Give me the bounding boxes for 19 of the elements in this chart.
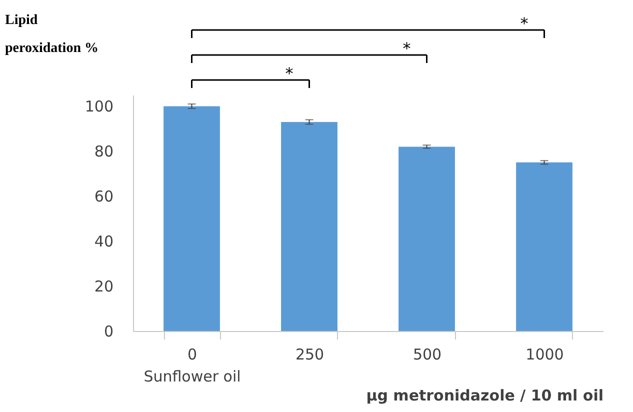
y-tick-label: 20 <box>94 278 114 296</box>
text: * <box>285 64 294 83</box>
x-tick-label: 500 <box>412 346 442 364</box>
bar <box>398 146 455 331</box>
text: * <box>402 39 411 58</box>
y-tick-label: 0 <box>104 322 114 340</box>
x-tick-label: 0 Sunflower oil <box>144 346 241 386</box>
text: * <box>520 14 528 33</box>
y-tick-label: 60 <box>94 188 114 206</box>
bar <box>281 122 338 331</box>
y-tick-label: 100 <box>84 98 114 116</box>
bar <box>164 106 220 331</box>
x-axis-title: μg metronidazole / 10 ml oil <box>366 386 604 404</box>
x-tick-label: 1000 <box>526 346 564 364</box>
y-tick-label: 40 <box>94 232 114 251</box>
y-tick-label: 80 <box>94 142 114 161</box>
y-axis-title: Lipid peroxidation % <box>5 13 98 56</box>
x-tick-label: 250 <box>295 346 324 364</box>
bar <box>516 162 572 331</box>
